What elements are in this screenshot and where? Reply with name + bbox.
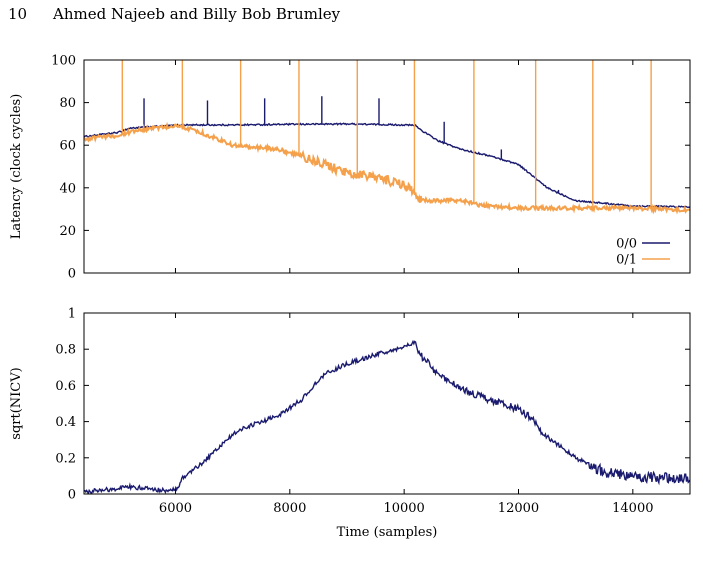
y-tick-label: 100 — [51, 54, 76, 69]
plot-frame — [83, 59, 691, 274]
x-tick-label: 6000 — [159, 501, 192, 516]
chart-panel-2: 6000 8000 10000 12000 14000 0 0.2 0.4 0.6 0.8 1 sqr… — [9, 307, 691, 540]
y-tick-label: 0.6 — [55, 379, 76, 394]
y-axis-label: sqrt(NICV) — [9, 367, 24, 439]
y-tick-label: 40 — [59, 181, 76, 196]
series-line-0-0 — [84, 122, 690, 209]
chart-panel-1: 0 20 40 60 80 100 Latency (clock cycles) 0/00/1 — [9, 54, 691, 282]
y-tick-label: 80 — [59, 96, 76, 111]
y-tick-label: 0 — [68, 488, 76, 503]
y-axis-label: Latency (clock cycles) — [9, 94, 24, 240]
legend-label: 0/1 — [616, 253, 637, 268]
y-tick-label: 0.4 — [55, 415, 76, 430]
legend-label: 0/0 — [616, 237, 637, 252]
x-tick-label: 12000 — [498, 501, 539, 516]
page-number: 10 — [8, 5, 28, 23]
x-axis-label: Time (samples) — [337, 525, 438, 540]
plot-frame — [83, 312, 691, 495]
series-line-nicv — [84, 339, 690, 494]
y-tick-label: 0.8 — [55, 343, 76, 358]
series-line-0-1 — [84, 121, 690, 215]
y-tick-label: 0.2 — [55, 451, 76, 466]
y-tick-label: 0 — [68, 267, 76, 282]
y-tick-label: 60 — [59, 139, 76, 154]
x-tick-label: 10000 — [383, 501, 424, 516]
legend: 0/00/1 — [616, 237, 670, 268]
header-authors: Ahmed Najeeb and Billy Bob Brumley — [53, 5, 341, 23]
y-tick-label: 1 — [68, 307, 76, 322]
x-tick-label: 8000 — [273, 501, 306, 516]
x-tick-label: 14000 — [612, 501, 653, 516]
y-tick-label: 20 — [59, 224, 76, 239]
